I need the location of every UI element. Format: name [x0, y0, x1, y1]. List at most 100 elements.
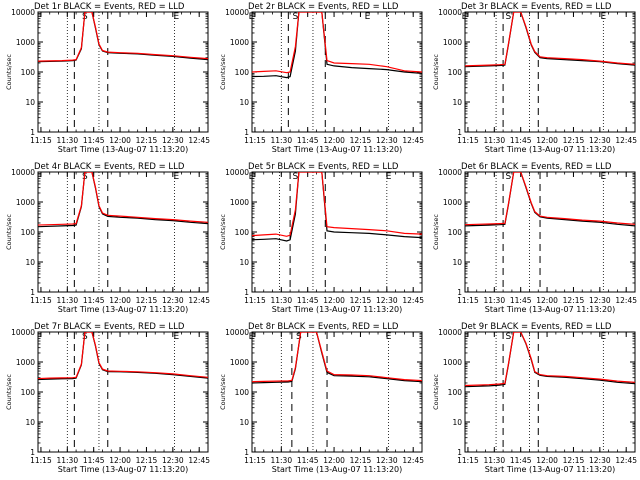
- y-tick-label: 1000: [230, 198, 249, 207]
- flare-marker-e: E: [249, 332, 255, 342]
- y-tick-label: 100: [235, 68, 250, 77]
- x-tick-label: 12:15: [136, 456, 158, 465]
- series-line-lld: [38, 172, 208, 226]
- y-tick-label: 10000: [225, 8, 249, 17]
- y-tick-label: 1000: [443, 198, 462, 207]
- x-tick-label: 12:45: [402, 296, 424, 305]
- panel-det-2: Det 2r BLACK = Events, RED = LLD 1 10 100 10…: [219, 2, 424, 154]
- y-tick-label: 1000: [443, 358, 462, 367]
- flare-marker-e: E: [174, 172, 180, 182]
- plot-frame: [251, 11, 423, 133]
- y-tick-label: 10000: [11, 8, 35, 17]
- x-tick-label: 12:00: [109, 136, 131, 145]
- y-tick-label: 10000: [11, 328, 35, 337]
- x-tick-label: 12:15: [136, 136, 158, 145]
- flare-marker-e: E: [601, 332, 607, 342]
- x-tick-label: 11:30: [483, 136, 505, 145]
- x-tick-label: 12:15: [563, 296, 585, 305]
- x-tick-label: 12:00: [536, 456, 558, 465]
- series-line-lld: [252, 332, 422, 383]
- y-tick-label: 10: [25, 258, 35, 267]
- x-axis-label: Start Time (13-Aug-07 11:13:20): [485, 465, 616, 474]
- y-tick-label: 1: [30, 448, 35, 457]
- x-axis-label: Start Time (13-Aug-07 11:13:20): [58, 145, 189, 154]
- y-tick-label: 100: [235, 388, 250, 397]
- panel-title: Det 4r BLACK = Events, RED = LLD: [34, 162, 185, 172]
- x-tick-label: 12:00: [536, 296, 558, 305]
- x-tick-label: 11:30: [483, 296, 505, 305]
- x-tick-label: 11:15: [244, 136, 266, 145]
- y-axis-label: Counts/sec: [432, 54, 440, 90]
- x-tick-label: 11:15: [244, 296, 266, 305]
- flare-marker-s: S: [506, 332, 512, 342]
- y-axis-label: Counts/sec: [432, 374, 440, 410]
- flare-marker-s: S: [293, 172, 299, 182]
- x-tick-label: 12:30: [589, 136, 611, 145]
- y-axis-label: Counts/sec: [432, 214, 440, 250]
- x-tick-label: 12:45: [615, 136, 637, 145]
- y-tick-label: 10000: [438, 168, 462, 177]
- x-tick-label: 11:45: [510, 136, 532, 145]
- x-tick-label: 12:00: [109, 456, 131, 465]
- panel-title: Det 1r BLACK = Events, RED = LLD: [34, 2, 185, 12]
- series-line-lld: [465, 172, 635, 226]
- y-tick-label: 10000: [438, 8, 462, 17]
- x-tick-label: 11:45: [297, 136, 319, 145]
- x-tick-label: 11:15: [30, 136, 52, 145]
- series-line-lld: [465, 12, 635, 67]
- x-tick-label: 11:15: [457, 456, 479, 465]
- x-tick-label: 12:15: [350, 296, 372, 305]
- plot-frame: [37, 331, 209, 453]
- y-axis-label: Counts/sec: [219, 214, 227, 250]
- x-tick-label: 11:15: [30, 456, 52, 465]
- x-tick-label: 12:45: [615, 456, 637, 465]
- x-tick-label: 11:15: [244, 456, 266, 465]
- y-tick-label: 100: [21, 228, 36, 237]
- x-axis-label: Start Time (13-Aug-07 11:13:20): [272, 145, 403, 154]
- y-tick-label: 10000: [438, 328, 462, 337]
- series-line-lld: [465, 332, 635, 387]
- panel-title: Det 3r BLACK = Events, RED = LLD: [461, 2, 612, 12]
- y-tick-label: 10: [452, 258, 462, 267]
- series-line-events: [465, 12, 635, 68]
- x-tick-label: 11:30: [56, 456, 78, 465]
- flare-marker-s: S: [506, 172, 512, 182]
- plot-frame: [37, 171, 209, 293]
- series-line-events: [38, 172, 208, 228]
- y-tick-label: 1: [30, 288, 35, 297]
- y-axis-label: Counts/sec: [5, 214, 13, 250]
- x-tick-label: 11:45: [83, 456, 105, 465]
- x-tick-label: 12:15: [136, 296, 158, 305]
- x-tick-label: 12:30: [376, 456, 398, 465]
- series-line-events: [252, 172, 422, 242]
- x-axis-label: Start Time (13-Aug-07 11:13:20): [58, 465, 189, 474]
- series-line-events: [252, 12, 422, 79]
- x-tick-label: 12:30: [376, 296, 398, 305]
- x-axis-label: Start Time (13-Aug-07 11:13:20): [272, 465, 403, 474]
- x-tick-label: 12:45: [615, 296, 637, 305]
- panel-det-1: Det 1r BLACK = Events, RED = LLD 1 10 100 10…: [5, 2, 210, 154]
- y-tick-label: 1000: [230, 358, 249, 367]
- y-tick-label: 1000: [16, 38, 35, 47]
- x-tick-label: 11:30: [56, 136, 78, 145]
- plot-frame: [464, 171, 636, 293]
- x-tick-label: 12:30: [162, 296, 184, 305]
- y-tick-label: 1: [244, 128, 249, 137]
- x-tick-label: 12:15: [350, 456, 372, 465]
- x-tick-label: 12:30: [589, 456, 611, 465]
- panel-title: Det 8r BLACK = Events, RED = LLD: [248, 322, 399, 332]
- x-tick-label: 12:30: [162, 136, 184, 145]
- series-line-lld: [252, 12, 422, 74]
- y-tick-label: 1: [244, 448, 249, 457]
- flare-marker-s: S: [82, 12, 88, 22]
- panel-title: Det 7r BLACK = Events, RED = LLD: [34, 322, 185, 332]
- y-tick-label: 1: [30, 128, 35, 137]
- y-tick-label: 1: [457, 288, 462, 297]
- y-tick-label: 1: [244, 288, 249, 297]
- y-tick-label: 1000: [16, 198, 35, 207]
- x-tick-label: 11:45: [83, 296, 105, 305]
- x-tick-label: 11:45: [297, 456, 319, 465]
- x-tick-label: 11:15: [457, 296, 479, 305]
- y-tick-label: 10: [25, 418, 35, 427]
